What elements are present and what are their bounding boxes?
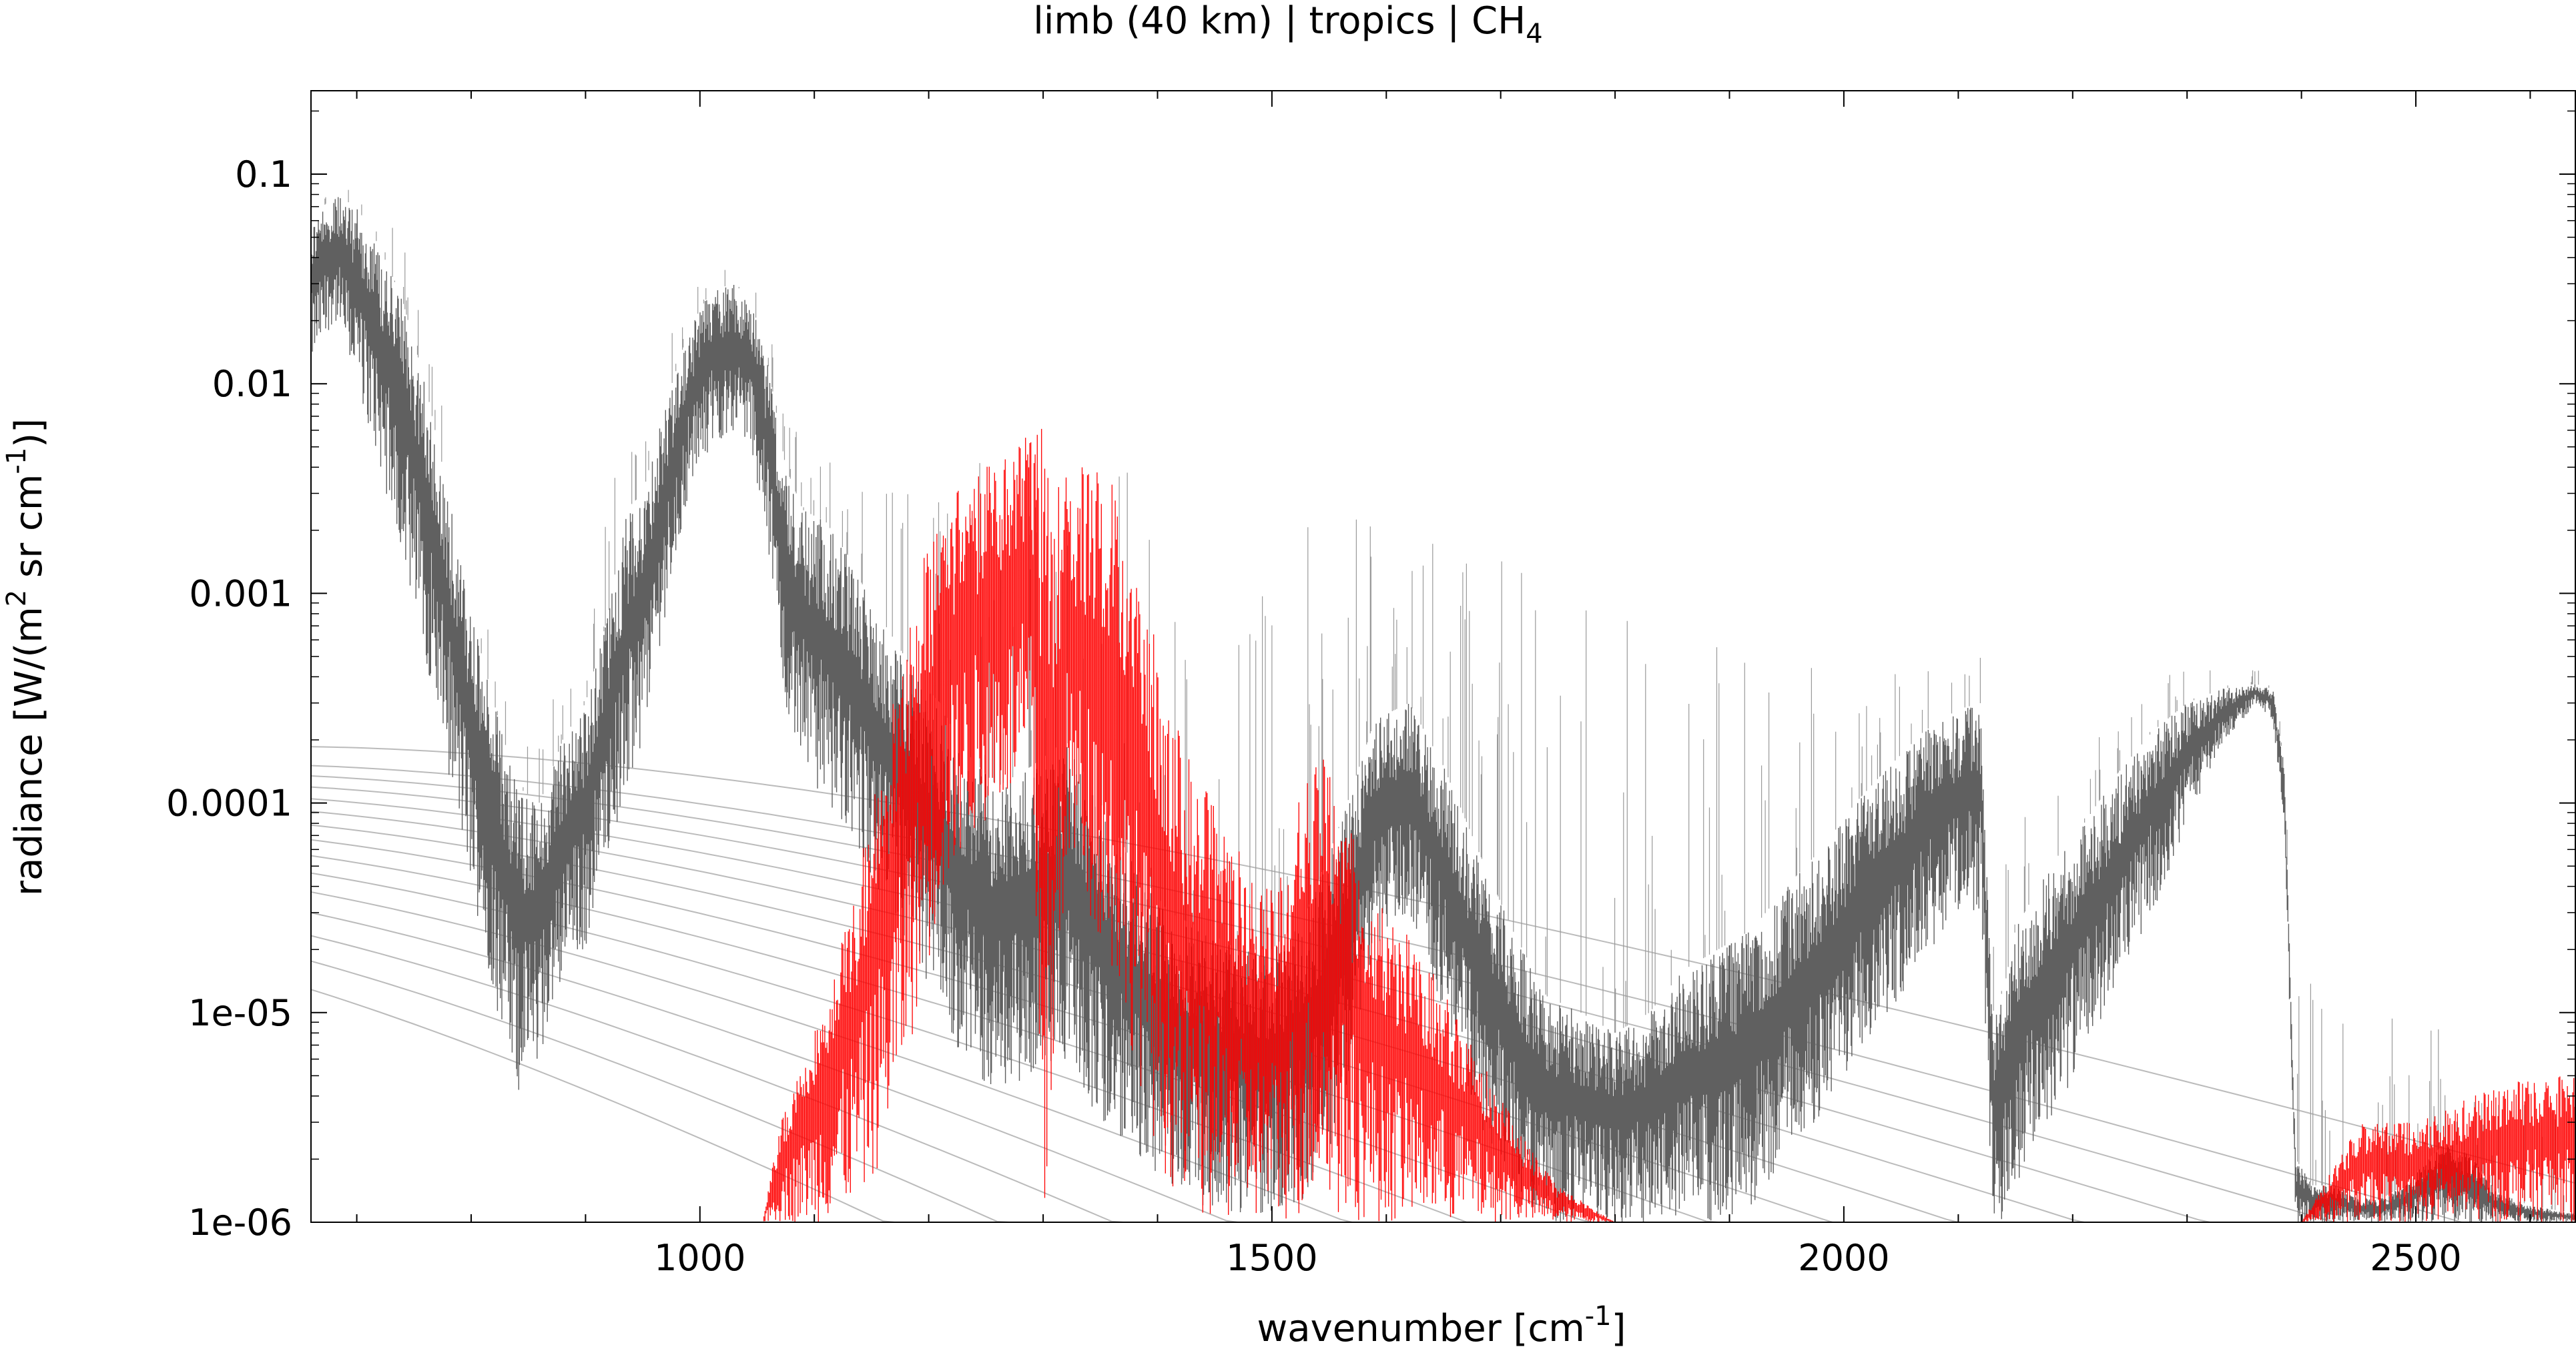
x-tick-label: 1000 [654,1237,745,1279]
planck-curve-210K [311,891,2576,1222]
planck-curve-170K [311,989,2576,1222]
x-tick-label: 1500 [1226,1237,1317,1279]
y-tick-label: 0.0001 [166,783,292,825]
plot-area [311,189,2576,1222]
spectrum-lines [763,428,2576,1222]
y-tick-label: 0.1 [235,153,292,195]
planck-curve-200K [311,912,2576,1222]
chart-title: limb (40 km) | tropics | CH4 [1033,0,1542,49]
y-tick-label: 1e-05 [188,992,292,1034]
plot-clip [311,189,2576,1222]
x-tick-label: 2000 [1798,1237,1889,1279]
planck-curve-180K [311,960,2576,1222]
planck-curve-280K [311,786,2576,1222]
planck-curve-230K [311,855,2576,1222]
planck-curve-240K [311,839,2576,1222]
series-ch4-contribution [763,428,2576,1222]
y-tick-label: 1e-06 [188,1202,292,1244]
axis-ticks: 1000 1500 2000 2500 0.1 0.01 0.001 0.0001 1e-05 1… [166,91,2575,1279]
planck-curve-290K [311,775,2576,1222]
y-tick-label: 0.01 [212,363,292,405]
x-tick-label: 2500 [2370,1237,2461,1279]
x-axis-label: wavenumber [cm-1] [1257,1301,1626,1350]
planck-curve-220K [311,872,2576,1222]
planck-curve-270K [311,798,2576,1222]
y-tick-label: 0.001 [189,572,292,614]
y-axis-label: radiance [W/(m2 sr cm-1)] [1,418,51,896]
planck-curve-300K [311,765,2576,1222]
planck-curve-260K [311,811,2576,1222]
planck-curve-250K [311,824,2576,1222]
planck-curve-190K [311,935,2576,1222]
planck-reference-curves [311,746,2576,1222]
